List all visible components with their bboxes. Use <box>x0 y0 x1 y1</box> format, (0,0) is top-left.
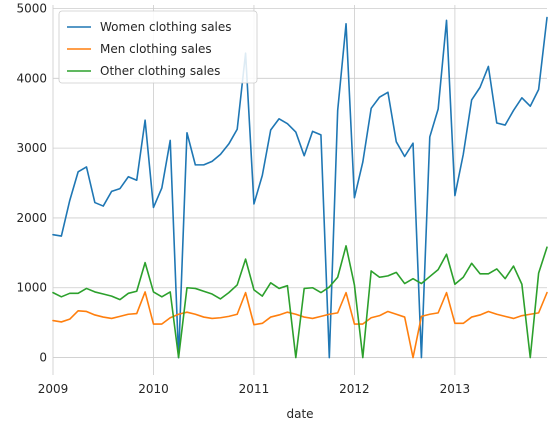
y-tick-label: 4000 <box>16 71 47 85</box>
x-tick-label: 2009 <box>38 382 69 396</box>
y-tick-label: 3000 <box>16 141 47 155</box>
series-layer <box>52 16 548 359</box>
legend-box <box>58 10 258 84</box>
legend-label: Men clothing sales <box>100 42 212 56</box>
y-tick-label: 1000 <box>16 281 47 295</box>
y-tick-label: 5000 <box>16 1 47 15</box>
series-line-1 <box>52 16 548 359</box>
series-line-3 <box>52 245 548 359</box>
x-tick-label: 2010 <box>138 382 169 396</box>
x-tick-label: 2011 <box>239 382 270 396</box>
legend-label: Women clothing sales <box>100 20 232 34</box>
y-tick-label: 2000 <box>16 211 47 225</box>
tick-labels: 0 1000 2000 3000 4000 5000 2009 2010 2011 2012 201… <box>16 1 470 396</box>
legend: Women clothing sales Men clothing sales Ot… <box>58 10 258 84</box>
x-axis-label: date <box>286 407 313 421</box>
y-tick-label: 0 <box>39 351 47 365</box>
x-tick-label: 2013 <box>440 382 471 396</box>
x-tick-label: 2012 <box>339 382 370 396</box>
series-line-2 <box>52 291 548 359</box>
legend-label: Other clothing sales <box>100 64 220 78</box>
